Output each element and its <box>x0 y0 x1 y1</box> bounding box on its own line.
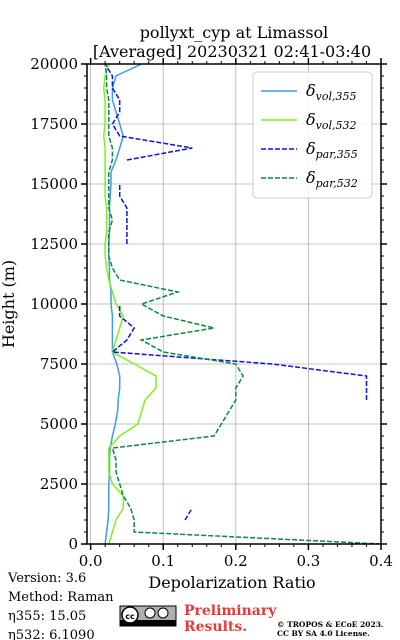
x-axis-label: Depolarization Ratio <box>148 573 315 592</box>
y-tick-label: 17500 <box>30 115 78 133</box>
y-tick-label: 7500 <box>40 355 78 373</box>
copyright: © TROPOS & ECoE 2023. <box>277 620 384 629</box>
x-tick-label: 0.2 <box>224 552 248 570</box>
annotation: Method: Raman <box>8 590 114 605</box>
notice: Preliminary Results. <box>184 603 277 635</box>
annotation: η355: 15.05 <box>8 609 86 624</box>
y-tick-label: 20000 <box>30 55 78 73</box>
annotation: Version: 3.6 <box>7 571 86 586</box>
copyright: CC BY SA 4.0 License. <box>277 629 370 638</box>
chart-subtitle: [Averaged] 20230321 02:41-03:40 <box>93 42 371 61</box>
legend-label: δvol,355 <box>306 81 357 103</box>
y-tick-label: 2500 <box>40 475 78 493</box>
cc-badge: cc <box>119 605 177 627</box>
x-tick-label: 0.0 <box>79 552 103 570</box>
y-tick-label: 0 <box>68 535 78 553</box>
chart-title: pollyxt_cyp at Limassol <box>140 23 329 42</box>
legend-box <box>252 71 373 199</box>
svg-text:cc: cc <box>125 612 135 621</box>
legend-label: δvol,532 <box>306 110 357 132</box>
y-axis-label: Height (m) <box>0 260 18 348</box>
x-tick-label: 0.3 <box>296 552 320 570</box>
series-line <box>104 64 381 544</box>
x-tick-label: 0.1 <box>151 552 175 570</box>
plot-frame <box>86 63 382 545</box>
y-tick-label: 12500 <box>30 235 78 253</box>
y-tick-label: 15000 <box>30 175 78 193</box>
y-tick-label: 5000 <box>40 415 78 433</box>
legend-label: δpar,355 <box>306 139 358 161</box>
y-tick-label: 10000 <box>30 295 78 313</box>
legend-label: δpar,532 <box>306 168 358 190</box>
series-line <box>104 64 368 521</box>
annotation: η532: 6.1090 <box>8 628 95 640</box>
series-line <box>102 64 157 544</box>
x-tick-label: 0.4 <box>369 552 393 570</box>
